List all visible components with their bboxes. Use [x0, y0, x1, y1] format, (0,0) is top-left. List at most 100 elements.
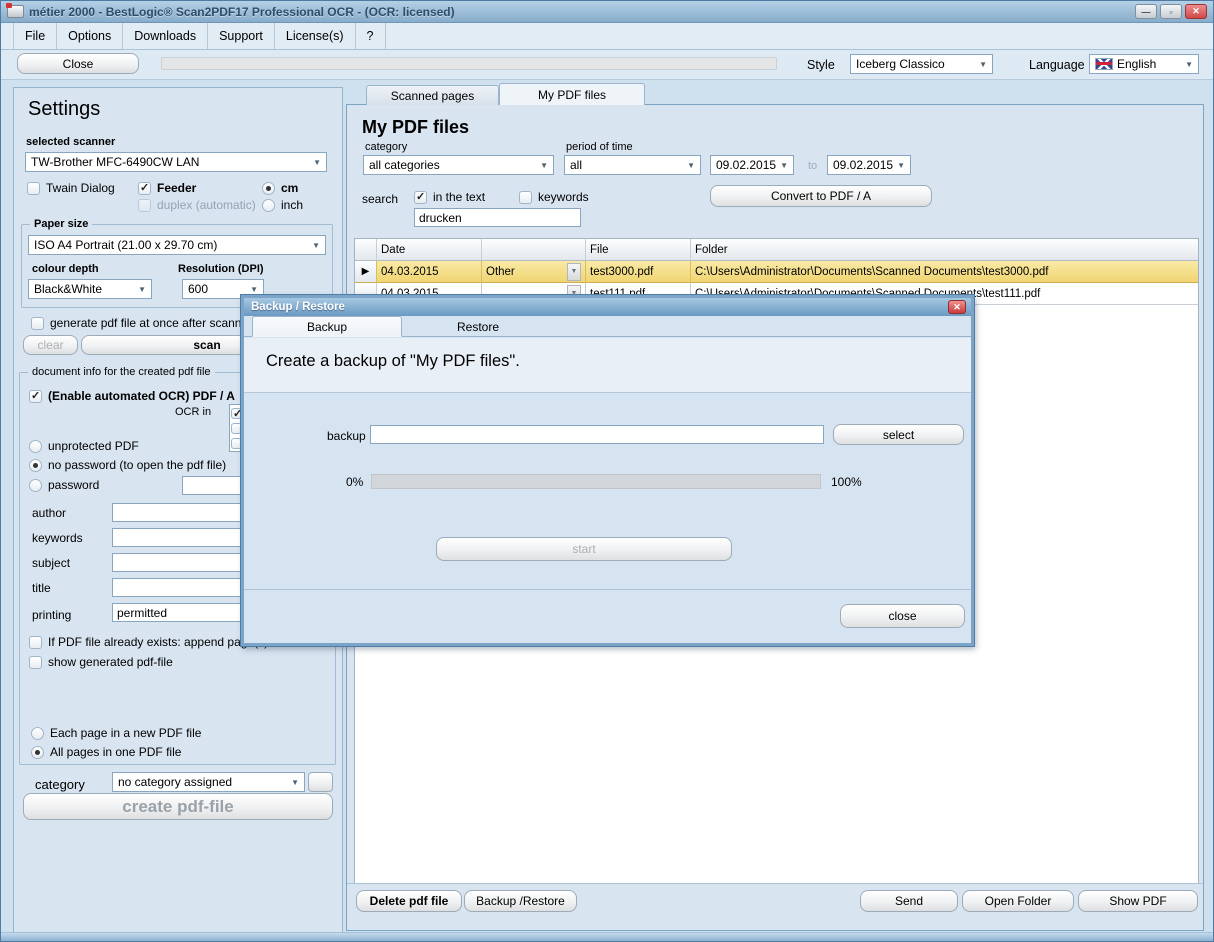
menu-file[interactable]: File	[13, 23, 58, 49]
top-progress-bar	[161, 57, 777, 70]
ocr-checkbox[interactable]: (Enable automated OCR) PDF / A	[29, 389, 235, 403]
window-close-button[interactable]: ✕	[1185, 4, 1207, 19]
generate-pdf-label: generate pdf file at once after scanning	[50, 316, 258, 330]
paper-size-select[interactable]: ISO A4 Portrait (21.00 x 29.70 cm) ▼	[28, 235, 326, 255]
paper-size-value: ISO A4 Portrait (21.00 x 29.70 cm)	[34, 238, 218, 252]
all-pages-label: All pages in one PDF file	[50, 745, 182, 759]
open-folder-button[interactable]: Open Folder	[962, 890, 1074, 912]
delete-pdf-button[interactable]: Delete pdf file	[356, 890, 462, 912]
show-generated-label: show generated pdf-file	[48, 655, 173, 669]
uk-flag-icon	[1095, 58, 1113, 70]
menu-support[interactable]: Support	[208, 23, 275, 49]
style-value: Iceberg Classico	[856, 57, 945, 71]
header-date[interactable]: Date	[377, 239, 482, 261]
cm-label: cm	[281, 181, 299, 195]
all-pages-radio[interactable]: All pages in one PDF file	[31, 745, 181, 759]
maximize-button[interactable]: ▫	[1160, 4, 1182, 19]
resolution-select[interactable]: 600 ▼	[182, 279, 264, 299]
progress-0-label: 0%	[346, 475, 364, 489]
dialog-close-button[interactable]: close	[840, 604, 965, 628]
selected-scanner-label: selected scanner	[26, 136, 116, 148]
duplex-checkbox: duplex (automatic)	[138, 198, 256, 212]
cell-folder[interactable]: C:\Users\Administrator\Documents\Scanned…	[691, 261, 1198, 283]
tab-scanned-pages[interactable]: Scanned pages	[366, 85, 499, 105]
send-button[interactable]: Send	[860, 890, 958, 912]
row-selector: ▶	[355, 261, 377, 283]
menu-licenses[interactable]: License(s)	[275, 23, 356, 49]
menu-help[interactable]: ?	[356, 23, 386, 49]
filter-category-select[interactable]: all categories ▼	[363, 155, 554, 175]
subject-label: subject	[32, 556, 71, 570]
show-generated-checkbox[interactable]: show generated pdf-file	[29, 655, 173, 669]
resolution-label: Resolution (DPI)	[178, 263, 264, 275]
period-label: period of time	[566, 141, 633, 153]
header-folder[interactable]: Folder	[691, 239, 1198, 261]
search-label: search	[362, 192, 399, 206]
tab-restore[interactable]: Restore	[456, 319, 500, 334]
menu-options[interactable]: Options	[57, 23, 124, 49]
docinfo-group-label: document info for the created pdf file	[28, 366, 215, 378]
period-select[interactable]: all ▼	[564, 155, 701, 175]
convert-pdfa-button[interactable]: Convert to PDF / A	[710, 185, 932, 207]
create-pdf-button: create pdf-file	[23, 793, 333, 820]
progress-100-label: 100%	[831, 475, 862, 489]
generate-pdf-checkbox[interactable]: generate pdf file at once after scanning	[31, 316, 257, 330]
start-button: start	[436, 537, 732, 561]
checkbox-checked-icon	[138, 181, 151, 195]
minimize-button[interactable]: —	[1135, 4, 1157, 19]
each-page-label: Each page in a new PDF file	[50, 726, 202, 740]
table-row[interactable]: ▶ 04.03.2015 Other ▼ test3000.pdf C:\Use…	[355, 261, 1198, 283]
category-select[interactable]: no category assigned ▼	[112, 772, 305, 792]
printing-label: printing	[32, 608, 72, 622]
checkbox-checked-icon	[414, 190, 427, 204]
keywords-checkbox[interactable]: keywords	[519, 190, 589, 204]
backup-path-input[interactable]	[370, 425, 824, 444]
inch-radio[interactable]: inch	[262, 198, 303, 212]
unprotected-pdf-radio[interactable]: unprotected PDF	[29, 439, 139, 453]
radio-icon	[31, 726, 44, 740]
language-select[interactable]: English ▼	[1089, 54, 1199, 74]
scanner-value: TW-Brother MFC-6490CW LAN	[31, 155, 200, 169]
dialog-message-area: Create a backup of "My PDF files".	[244, 338, 971, 393]
menu-downloads[interactable]: Downloads	[123, 23, 209, 49]
search-input[interactable]	[414, 208, 581, 227]
radio-on-icon	[31, 745, 44, 759]
password-radio[interactable]: password	[29, 478, 99, 492]
category-edit-button[interactable]	[308, 772, 333, 792]
tab-my-pdf-files[interactable]: My PDF files	[499, 83, 645, 105]
date-to-select[interactable]: 09.02.2015 ▼	[827, 155, 911, 175]
checkbox-icon	[27, 181, 40, 195]
paper-size-group-label: Paper size	[30, 218, 93, 230]
cm-radio[interactable]: cm	[262, 181, 298, 195]
select-button[interactable]: select	[833, 424, 964, 445]
backup-restore-button[interactable]: Backup /Restore	[464, 890, 577, 912]
twain-dialog-checkbox[interactable]: Twain Dialog	[27, 181, 115, 195]
dialog-close-icon[interactable]: ✕	[948, 300, 966, 314]
header-file[interactable]: File	[586, 239, 691, 261]
category-dropdown-button[interactable]: ▼	[567, 262, 581, 281]
chevron-down-icon: ▼	[313, 157, 321, 167]
cell-date[interactable]: 04.03.2015	[377, 261, 482, 283]
each-page-radio[interactable]: Each page in a new PDF file	[31, 726, 201, 740]
in-text-checkbox[interactable]: in the text	[414, 190, 485, 204]
language-value: English	[1117, 57, 1157, 71]
no-password-label: no password (to open the pdf file)	[48, 458, 227, 472]
backup-restore-dialog: Backup / Restore ✕ Backup Restore Create…	[240, 294, 975, 647]
dialog-titlebar: Backup / Restore	[244, 298, 971, 316]
header-category[interactable]	[482, 239, 586, 261]
feeder-checkbox[interactable]: Feeder	[138, 181, 196, 195]
cell-category[interactable]: Other ▼	[482, 261, 586, 283]
settings-title: Settings	[28, 98, 101, 120]
colour-depth-select[interactable]: Black&White ▼	[28, 279, 152, 299]
window-frame-bottom	[1, 932, 1213, 941]
close-app-button[interactable]: Close	[17, 53, 139, 74]
no-password-radio[interactable]: no password (to open the pdf file)	[29, 458, 226, 472]
show-pdf-button[interactable]: Show PDF	[1078, 890, 1198, 912]
date-from-select[interactable]: 09.02.2015 ▼	[710, 155, 794, 175]
tab-backup[interactable]: Backup	[252, 316, 402, 337]
scanner-select[interactable]: TW-Brother MFC-6490CW LAN ▼	[25, 152, 327, 172]
cell-file[interactable]: test3000.pdf	[586, 261, 691, 283]
style-select[interactable]: Iceberg Classico ▼	[850, 54, 993, 74]
toolbar: Close Style Iceberg Classico ▼ Language …	[1, 50, 1213, 80]
append-pages-checkbox[interactable]: If PDF file already exists: append page(…	[29, 635, 268, 649]
